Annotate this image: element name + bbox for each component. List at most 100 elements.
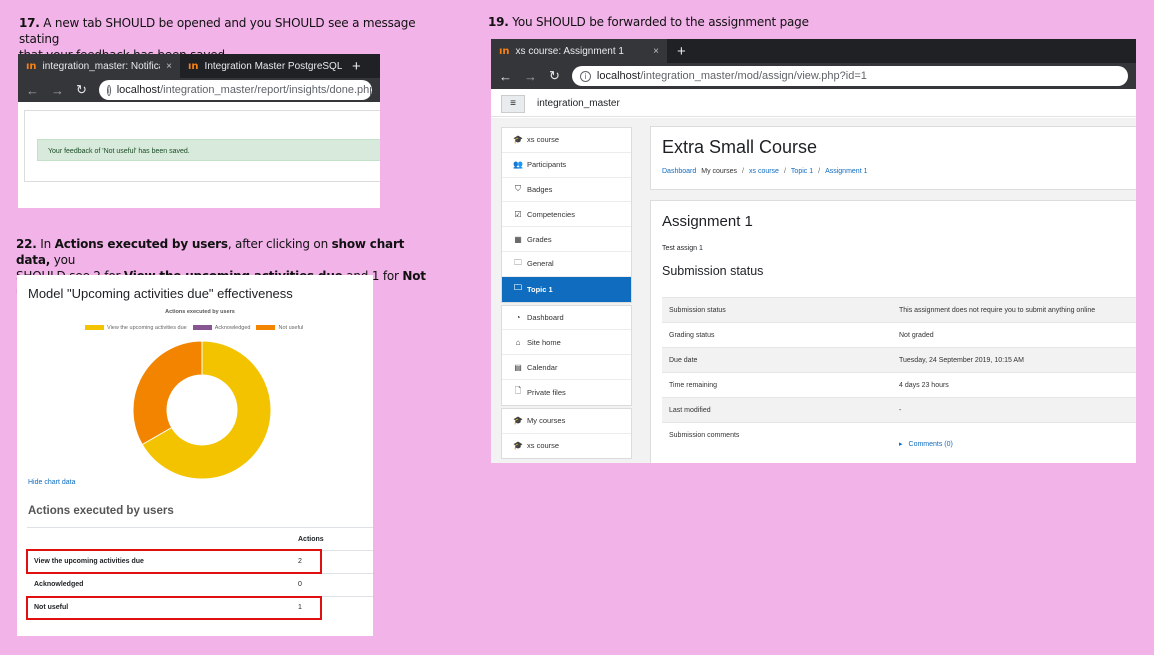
sidebar-item-calendar[interactable]: ▤ Calendar bbox=[502, 355, 631, 380]
status-value: 4 days 23 hours bbox=[899, 382, 949, 389]
legend-label: Not useful bbox=[278, 325, 304, 331]
nav-drawer: 🎓 xs course 👥 Participants ⛉ Badges ☑ Competenc… bbox=[501, 127, 632, 461]
url-host: localhost bbox=[116, 84, 161, 96]
comments-link[interactable]: ▸ Comments (0) bbox=[899, 440, 953, 463]
status-value: Tuesday, 24 September 2019, 10:15 AM bbox=[899, 357, 1024, 364]
action-label: Not useful bbox=[34, 604, 69, 611]
back-arrow-icon[interactable]: ← bbox=[26, 82, 39, 98]
forward-arrow-icon[interactable]: → bbox=[524, 68, 537, 84]
file-icon: 🗋 bbox=[514, 386, 522, 396]
new-tab-button[interactable]: + bbox=[677, 42, 686, 60]
status-value: - bbox=[899, 407, 902, 414]
browser-tabbar: ın xs course: Assignment 1 × + bbox=[491, 39, 1136, 63]
assignment-card: Assignment 1 Test assign 1 Submission st… bbox=[650, 200, 1136, 463]
moodle-favicon-icon: ın bbox=[499, 45, 510, 57]
sidebar-item-dashboard[interactable]: ◔ Dashboard bbox=[502, 306, 631, 331]
legend-item[interactable]: Acknowledged bbox=[192, 325, 250, 331]
url-field[interactable]: i localhost/integration_master/report/in… bbox=[98, 80, 372, 100]
folder-icon: 🗀 bbox=[514, 283, 522, 293]
close-tab-icon[interactable]: × bbox=[166, 60, 172, 72]
forward-arrow-icon[interactable]: → bbox=[51, 82, 64, 98]
breadcrumb-dashboard[interactable]: Dashboard bbox=[662, 168, 697, 175]
sidebar-item-xs-course[interactable]: 🎓 xs course bbox=[502, 434, 631, 459]
sidebar-item-topic-1[interactable]: 🗀 Topic 1 bbox=[502, 276, 631, 302]
url-field[interactable]: i localhost/integration_master/mod/assig… bbox=[571, 66, 1128, 86]
url-path: /integration_master/report/insights/done… bbox=[160, 84, 372, 96]
instr-bold: show chart data, bbox=[16, 237, 405, 267]
sidebar-item-xs-course[interactable]: 🎓 xs course bbox=[502, 128, 631, 153]
status-value: This assignment does not require you to … bbox=[899, 307, 1096, 314]
info-icon[interactable]: i bbox=[579, 70, 591, 82]
step19-text: You SHOULD be forwarded to the assignmen… bbox=[508, 15, 809, 29]
sidebar-item-label: General bbox=[527, 259, 554, 269]
check-square-icon: ☑ bbox=[514, 209, 522, 219]
sidebar-item-my-courses[interactable]: 🎓 My courses bbox=[502, 409, 631, 434]
instr-text: , after clicking on bbox=[227, 237, 332, 251]
sidebar-item-label: xs course bbox=[527, 441, 560, 451]
donut-slice-view-the-upcoming-activities-due[interactable] bbox=[141, 340, 272, 480]
folder-icon: 🗀 bbox=[514, 257, 522, 267]
info-icon[interactable]: i bbox=[106, 84, 111, 96]
moodle-favicon-icon: ın bbox=[26, 60, 37, 72]
action-label: Acknowledged bbox=[34, 581, 84, 588]
sidebar-item-competencies[interactable]: ☑ Competencies bbox=[502, 202, 631, 228]
browser-tab-assignment[interactable]: ın xs course: Assignment 1 × bbox=[491, 39, 667, 63]
submission-status-heading: Submission status bbox=[662, 264, 764, 278]
sidebar-item-participants[interactable]: 👥 Participants bbox=[502, 153, 631, 178]
status-row: Grading status Not graded bbox=[662, 322, 1136, 348]
donut-slice-not-useful[interactable] bbox=[132, 340, 203, 446]
sidebar-item-grades[interactable]: ▦ Grades bbox=[502, 227, 631, 252]
menu-toggle-button[interactable]: ≡ bbox=[501, 95, 525, 113]
breadcrumb-assignment-1[interactable]: Assignment 1 bbox=[825, 168, 868, 175]
legend-swatch bbox=[192, 325, 212, 331]
legend-label: View the upcoming activities due bbox=[107, 325, 187, 331]
instr-text: you bbox=[50, 253, 76, 267]
step17-number: 17. bbox=[19, 16, 40, 30]
legend-swatch bbox=[256, 325, 276, 331]
back-arrow-icon[interactable]: ← bbox=[499, 68, 512, 84]
browser-tabbar: ın integration_master: Notificatio × ın … bbox=[18, 54, 380, 78]
close-tab-icon[interactable]: × bbox=[653, 45, 659, 57]
status-key: Due date bbox=[669, 357, 698, 364]
breadcrumb-topic-1[interactable]: Topic 1 bbox=[790, 168, 814, 175]
graduation-cap-icon: 🎓 bbox=[513, 135, 523, 145]
step22-screenshot: Model "Upcoming activities due" effectiv… bbox=[17, 275, 373, 636]
legend-item[interactable]: View the upcoming activities due bbox=[85, 325, 187, 331]
breadcrumb-xs-course[interactable]: xs course bbox=[749, 168, 779, 175]
sidebar-item-label: Dashboard bbox=[527, 312, 564, 322]
sidebar-item-site-home[interactable]: ⌂ Site home bbox=[502, 330, 631, 356]
calendar-icon: ▤ bbox=[514, 362, 522, 372]
status-key: Time remaining bbox=[669, 382, 717, 389]
reload-icon[interactable]: ↻ bbox=[76, 82, 87, 97]
browser-tab-notifications[interactable]: ın integration_master: Notificatio × bbox=[18, 54, 180, 78]
status-row: Due date Tuesday, 24 September 2019, 10:1… bbox=[662, 347, 1136, 372]
breadcrumb-separator: / bbox=[742, 168, 744, 175]
sidebar-item-general[interactable]: 🗀 General bbox=[502, 252, 631, 277]
legend-item[interactable]: Not useful bbox=[256, 325, 303, 331]
sidebar-item-label: Calendar bbox=[527, 362, 558, 372]
chart-legend: View the upcoming activities due Acknowle… bbox=[85, 325, 303, 331]
assignment-title: Assignment 1 bbox=[662, 213, 753, 230]
sidebar-item-private-files[interactable]: 🗋 Private files bbox=[502, 380, 631, 405]
sidebar-item-label: Grades bbox=[527, 234, 552, 244]
sidebar-item-label: Competencies bbox=[527, 209, 575, 219]
hide-chart-data-link[interactable]: Hide chart data bbox=[28, 479, 76, 486]
sidebar-item-badges[interactable]: ⛉ Badges bbox=[502, 178, 631, 203]
status-key: Submission status bbox=[669, 307, 726, 314]
new-tab-button[interactable]: + bbox=[352, 57, 361, 75]
url-path: /integration_master/mod/assign/view.php?… bbox=[640, 70, 867, 82]
action-count: 1 bbox=[298, 604, 302, 611]
chart-title: Actions executed by users bbox=[165, 309, 235, 315]
reload-icon[interactable]: ↻ bbox=[549, 68, 560, 83]
sidebar-item-label: Badges bbox=[527, 184, 553, 194]
model-title: Model "Upcoming activities due" effectiv… bbox=[28, 286, 293, 301]
site-name[interactable]: integration_master bbox=[537, 98, 620, 109]
step19-number: 19. bbox=[488, 15, 509, 29]
action-count: 0 bbox=[298, 581, 302, 588]
page-content: Your feedback of 'Not useful' has been s… bbox=[24, 110, 380, 182]
sidebar-item-label: xs course bbox=[527, 135, 560, 145]
breadcrumb-my-courses[interactable]: My courses bbox=[701, 168, 738, 175]
browser-tab-integration-master[interactable]: ın Integration Master PostgreSQL × bbox=[180, 54, 342, 78]
browser-address-bar: ← → ↻ i localhost/integration_master/mod… bbox=[491, 63, 1136, 89]
shield-icon: ⛉ bbox=[515, 184, 521, 194]
